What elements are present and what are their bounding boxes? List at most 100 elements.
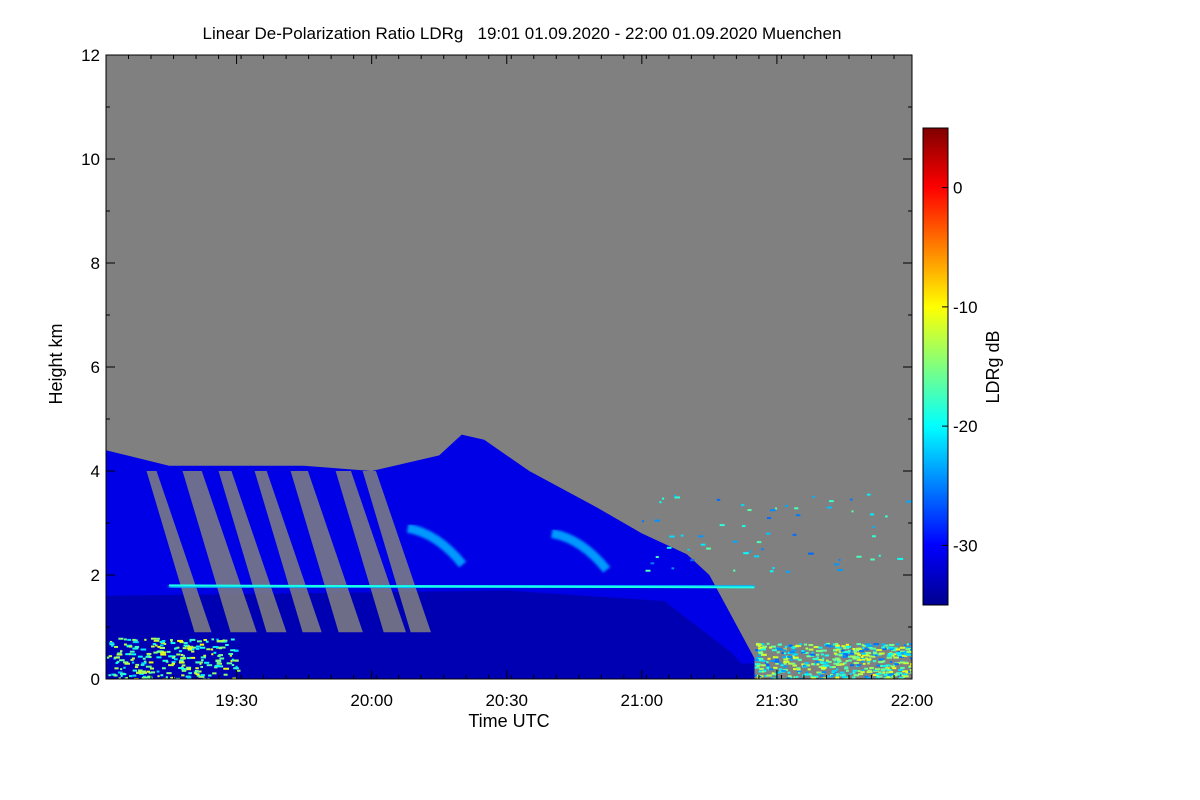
aerosol-speck-left xyxy=(141,670,147,673)
aerosol-speck xyxy=(852,657,857,660)
aerosol-speck xyxy=(872,660,877,663)
aerosol-speck-left xyxy=(201,659,204,662)
aerosol-speck xyxy=(810,675,814,678)
aerosol-speck-left xyxy=(199,662,202,665)
aerosol-speck xyxy=(778,668,783,671)
aerosol-speck-left xyxy=(210,648,214,651)
aerosol-speck xyxy=(803,643,808,646)
aerosol-speck xyxy=(766,674,773,677)
isolated-return xyxy=(867,493,871,496)
aerosol-speck xyxy=(790,649,797,652)
aerosol-speck-left xyxy=(146,655,151,658)
aerosol-speck-left xyxy=(118,637,124,640)
isolated-return xyxy=(706,547,711,550)
aerosol-speck-left xyxy=(200,646,206,649)
aerosol-speck xyxy=(796,675,799,678)
x-tick-label: 20:00 xyxy=(350,691,393,710)
aerosol-speck-left xyxy=(176,646,180,649)
aerosol-speck-left xyxy=(109,642,114,645)
aerosol-speck-left xyxy=(129,650,135,653)
aerosol-speck xyxy=(878,671,882,674)
aerosol-speck xyxy=(840,649,845,652)
aerosol-speck-left xyxy=(176,653,181,656)
aerosol-speck xyxy=(792,653,799,656)
aerosol-speck xyxy=(776,648,783,651)
aerosol-speck xyxy=(898,672,901,675)
aerosol-speck xyxy=(818,672,821,675)
aerosol-speck xyxy=(833,662,839,665)
aerosol-speck xyxy=(882,665,887,668)
aerosol-speck xyxy=(754,674,757,677)
aerosol-speck xyxy=(846,647,850,650)
aerosol-speck xyxy=(843,667,849,670)
isolated-return xyxy=(837,569,844,572)
aerosol-speck-left xyxy=(217,655,221,658)
aerosol-speck xyxy=(805,647,809,650)
fall-streak-gap xyxy=(290,471,363,633)
aerosol-speck-left xyxy=(129,645,132,648)
aerosol-speck-left xyxy=(214,665,220,668)
isolated-return xyxy=(826,506,832,509)
colorbar-tick-label: 0 xyxy=(953,179,962,198)
aerosol-speck-left xyxy=(232,677,237,679)
fall-streak-gap xyxy=(362,471,431,633)
aerosol-speck xyxy=(757,645,761,648)
aerosol-speck xyxy=(760,664,766,667)
x-tick-label: 21:00 xyxy=(621,691,664,710)
bright-filament xyxy=(406,523,467,568)
aerosol-speck-left xyxy=(114,656,120,659)
aerosol-speck xyxy=(845,660,849,663)
aerosol-speck xyxy=(909,657,912,660)
aerosol-speck-left xyxy=(236,669,241,672)
aerosol-speck-left xyxy=(170,642,176,645)
aerosol-speck xyxy=(889,660,893,663)
aerosol-speck-left xyxy=(106,656,110,659)
colorbar-gradient xyxy=(922,127,949,606)
aerosol-speck xyxy=(883,673,890,676)
aerosol-speck xyxy=(811,651,814,654)
aerosol-speck xyxy=(826,642,831,645)
aerosol-speck xyxy=(806,655,811,658)
aerosol-speck-left xyxy=(178,667,184,670)
aerosol-speck xyxy=(854,652,860,655)
aerosol-speck xyxy=(873,643,879,646)
aerosol-speck xyxy=(910,648,912,651)
aerosol-speck xyxy=(838,650,842,653)
aerosol-speck xyxy=(858,673,864,676)
aerosol-speck xyxy=(886,654,892,657)
aerosol-speck xyxy=(832,643,838,646)
bright-filament xyxy=(550,528,611,573)
aerosol-speck xyxy=(758,670,762,673)
aerosol-speck xyxy=(826,675,832,678)
aerosol-speck xyxy=(758,657,764,660)
aerosol-speck xyxy=(893,656,900,659)
aerosol-speck-left xyxy=(111,644,114,647)
aerosol-speck xyxy=(781,669,786,672)
isolated-return xyxy=(897,557,904,560)
fall-streak-gap xyxy=(254,471,322,633)
bright-layer-core xyxy=(169,584,755,589)
aerosol-speck xyxy=(845,645,852,648)
aerosol-speck xyxy=(797,667,801,670)
aerosol-speck xyxy=(905,647,908,650)
aerosol-speck xyxy=(832,672,837,675)
aerosol-speck-left xyxy=(165,676,168,679)
aerosol-speck-left xyxy=(146,670,151,673)
aerosol-speck xyxy=(872,673,879,676)
aerosol-speck-left xyxy=(173,658,178,661)
aerosol-speck-left xyxy=(216,661,220,664)
aerosol-speck xyxy=(853,674,860,677)
aerosol-speck-left xyxy=(149,667,155,670)
aerosol-speck xyxy=(796,670,802,673)
aerosol-speck-left xyxy=(188,645,194,648)
aerosol-speck xyxy=(885,676,891,679)
aerosol-speck xyxy=(882,647,887,650)
aerosol-speck xyxy=(908,670,911,673)
aerosol-speck xyxy=(803,665,808,668)
aerosol-speck-left xyxy=(212,672,217,675)
aerosol-speck-left xyxy=(151,645,155,648)
aerosol-speck-left xyxy=(233,667,239,670)
aerosol-speck-left xyxy=(203,654,207,657)
fall-streak-gap xyxy=(218,471,287,633)
aerosol-speck xyxy=(893,647,899,650)
